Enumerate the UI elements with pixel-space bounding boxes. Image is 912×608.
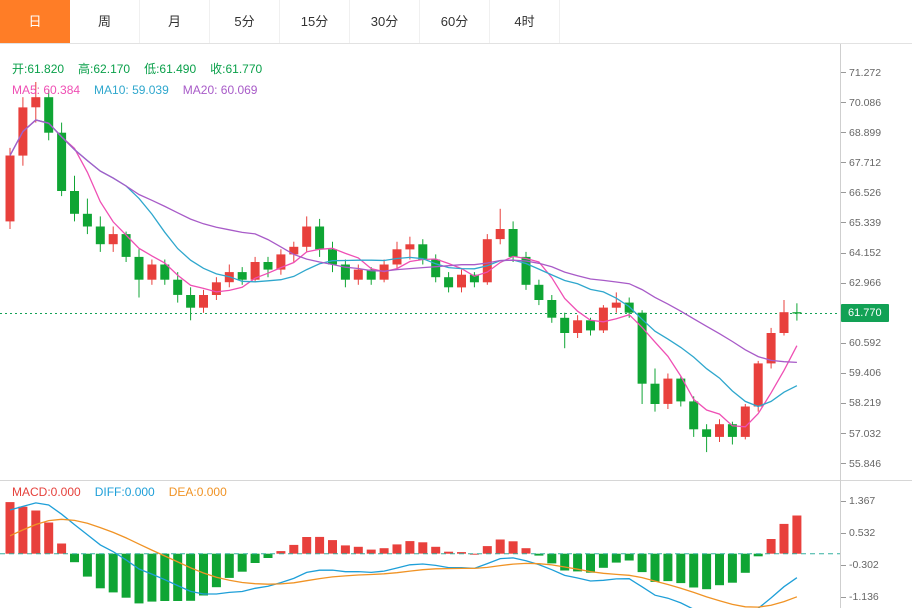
timeframe-tab-6[interactable]: 60分 (420, 0, 490, 43)
macd-axis-label: 1.367 (841, 495, 875, 507)
macd-legend: MACD:0.000 DIFF:0.000 DEA:0.000 (12, 485, 241, 499)
ohlc-legend-item: 高:62.170 (78, 62, 131, 76)
macd-axis-label: -1.136 (841, 591, 879, 603)
macd-chart[interactable] (0, 481, 840, 608)
ohlc-legend-item: 收:61.770 (210, 62, 263, 76)
price-axis-label: 59.406 (841, 367, 881, 379)
price-axis-label: 71.272 (841, 67, 881, 79)
ma-legend: MA5: 60.384 MA10: 59.039 MA20: 60.069 (12, 83, 271, 97)
dea-line (9, 518, 798, 608)
current-price-tag: 61.770 (841, 304, 889, 323)
price-axis-label: 67.712 (841, 157, 881, 169)
price-axis-label: 60.592 (841, 337, 881, 349)
price-axis-label: 66.526 (841, 187, 881, 199)
timeframe-tab-3[interactable]: 5分 (210, 0, 280, 43)
diff-line (9, 502, 798, 608)
price-axis-label: 64.152 (841, 247, 881, 259)
timeframe-tab-0[interactable]: 日 (0, 0, 70, 43)
candles[interactable] (5, 82, 802, 453)
panel-separator (0, 480, 912, 481)
price-axis-label: 70.086 (841, 97, 881, 109)
timeframe-tab-1[interactable]: 周 (70, 0, 140, 43)
ma-legend-item: MA10: 59.039 (94, 83, 169, 97)
ma-legend-item: MA20: 60.069 (182, 83, 258, 97)
ma-lines (9, 119, 798, 428)
candlestick-chart[interactable] (0, 44, 840, 480)
ohlc-legend-item: 开:61.820 (12, 62, 65, 76)
ohlc-legend: 开:61.820 高:62.170 低:61.490 收:61.770 (12, 60, 276, 77)
macd-axis-label: -0.302 (841, 559, 879, 571)
price-axis-label: 57.032 (841, 428, 881, 440)
price-axis-label: 55.846 (841, 458, 881, 470)
price-axis-label: 65.339 (841, 217, 881, 229)
price-axis-label: 62.966 (841, 277, 881, 289)
macd-legend-item: DEA:0.000 (168, 485, 227, 499)
ma-legend-item: MA5: 60.384 (12, 83, 81, 97)
axis-border (840, 44, 841, 608)
macd-legend-item: MACD:0.000 (12, 485, 81, 499)
timeframe-toolbar: 日周月 5分 15分 30分 60分 4时 (0, 0, 912, 44)
timeframe-tab-4[interactable]: 15分 (280, 0, 350, 43)
timeframe-tab-7[interactable]: 4时 (490, 0, 560, 43)
price-axis-label: 68.899 (841, 127, 881, 139)
timeframe-tab-2[interactable]: 月 (140, 0, 210, 43)
ohlc-legend-item: 低:61.490 (144, 62, 197, 76)
price-axis-label: 58.219 (841, 397, 881, 409)
macd-axis-label: 0.532 (841, 527, 875, 539)
timeframe-tab-5[interactable]: 30分 (350, 0, 420, 43)
macd-legend-item: DIFF:0.000 (94, 485, 155, 499)
